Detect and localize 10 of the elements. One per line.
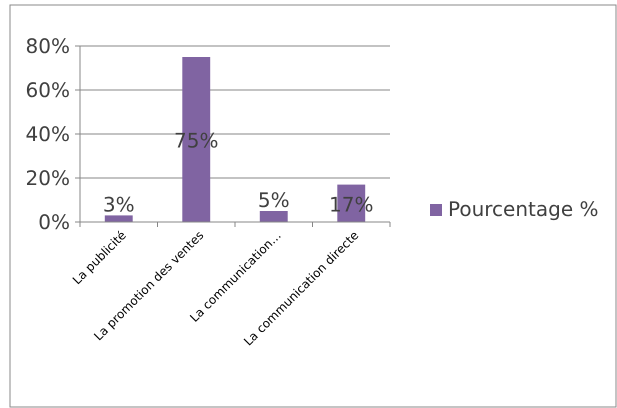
y-tick-label: 20% xyxy=(26,166,70,190)
bar xyxy=(260,211,288,222)
bar xyxy=(104,215,133,222)
y-tick-label: 0% xyxy=(38,210,70,234)
data-label: 5% xyxy=(258,188,290,212)
data-label: 3% xyxy=(102,192,135,216)
y-tick-label: 60% xyxy=(26,78,70,102)
legend-label: Pourcentage % xyxy=(448,197,598,221)
y-tick-label: 80% xyxy=(26,34,70,58)
y-tick-label: 40% xyxy=(26,122,70,146)
